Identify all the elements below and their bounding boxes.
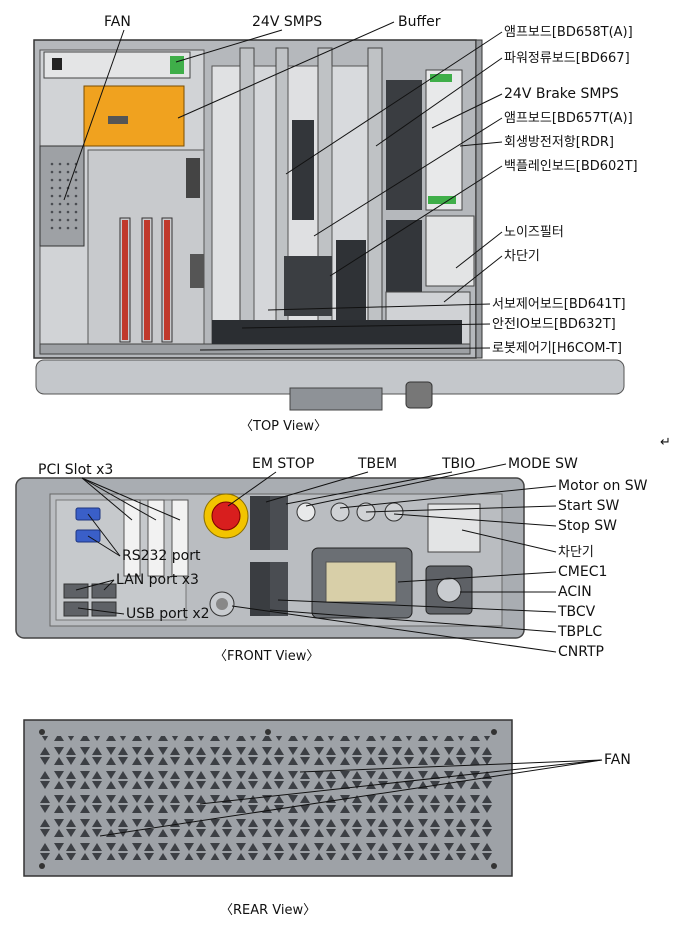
return-mark: ↵ <box>660 435 671 450</box>
label-tbem: TBEM <box>357 456 397 472</box>
label-rdr: 회생방전저항[RDR] <box>504 135 614 150</box>
label-acin: ACIN <box>558 584 592 600</box>
label-fan-rear: FAN <box>604 752 631 768</box>
label-buffer: Buffer <box>398 14 441 30</box>
label-robot-h6com: 로봇제어기[H6COM-T] <box>492 341 622 356</box>
rear-view-pointers <box>99 759 603 837</box>
front-view-chassis <box>15 477 525 639</box>
label-noise-filter: 노이즈필터 <box>504 225 564 240</box>
label-em-stop: EM STOP <box>252 456 314 472</box>
label-amp-bd657t: 앰프보드[BD657T(A)] <box>504 111 633 126</box>
label-usb: USB port x2 <box>126 606 210 622</box>
caption-rear-view: 〈REAR View〉 <box>220 903 316 918</box>
caption-top-view: 〈TOP View〉 <box>240 419 327 434</box>
label-tbio: TBIO <box>441 456 475 472</box>
front-view-pointers <box>75 463 557 653</box>
top-view-chassis <box>33 39 625 411</box>
label-motor-on-sw: Motor on SW <box>558 478 648 494</box>
label-lan: LAN port x3 <box>116 572 199 588</box>
rear-view-panel <box>23 719 513 877</box>
label-breaker-top: 차단기 <box>504 249 540 264</box>
label-mode-sw: MODE SW <box>508 456 578 472</box>
label-stop-sw: Stop SW <box>558 518 617 534</box>
top-view-pointers <box>63 21 503 351</box>
label-backplane: 백플레인보드[BD602T] <box>504 159 638 174</box>
label-24v-smps: 24V SMPS <box>252 14 322 30</box>
label-tbcv: TBCV <box>557 604 596 620</box>
label-breaker-front: 차단기 <box>558 545 594 560</box>
label-power-bd667: 파워정류보드[BD667] <box>504 51 630 66</box>
label-brake-smps: 24V Brake SMPS <box>504 86 619 102</box>
label-amp-bd658t: 앰프보드[BD658T(A)] <box>504 25 633 40</box>
label-fan-top: FAN <box>104 14 131 30</box>
label-tbplc: TBPLC <box>557 624 602 640</box>
label-start-sw: Start SW <box>558 498 620 514</box>
caption-front-view: 〈FRONT View〉 <box>214 649 319 664</box>
label-servo-bd641t: 서보제어보드[BD641T] <box>492 297 626 312</box>
label-cnrtp: CNRTP <box>558 644 604 660</box>
label-cmec1: CMEC1 <box>558 564 607 580</box>
label-safety-bd632t: 안전IO보드[BD632T] <box>492 317 616 332</box>
label-rs232: RS232 port <box>122 548 201 564</box>
label-pci-slot: PCI Slot x3 <box>38 462 113 478</box>
